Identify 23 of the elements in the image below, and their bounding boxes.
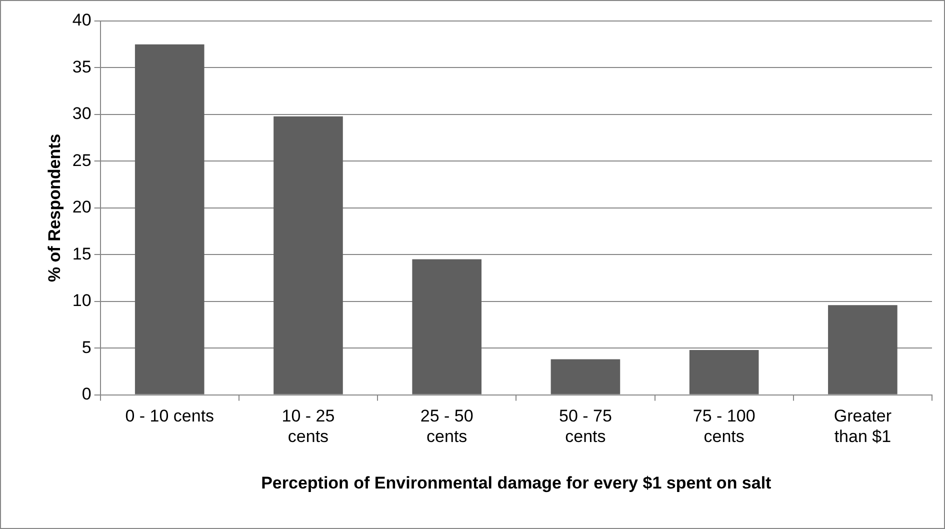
x-tick-label: 0 - 10 cents [125, 406, 214, 426]
y-tick-label: 20 [72, 198, 92, 217]
bar [412, 259, 482, 394]
y-tick-label: 0 [82, 384, 92, 404]
y-tick-label: 35 [72, 57, 92, 76]
x-tick-label: Greater than $1 [834, 406, 892, 446]
bar [134, 44, 204, 394]
bar [274, 116, 343, 394]
x-tick-label: 50 - 75 cents [558, 406, 612, 446]
y-axis-title: % of Respondents [44, 134, 64, 282]
y-tick-label: 5 [82, 338, 92, 357]
y-tick-label: 30 [72, 104, 92, 124]
x-tick-label: 75 - 100 cents [692, 406, 756, 446]
x-tick-label: 10 - 25 cents [282, 406, 335, 446]
x-tick-label: 25 - 50 cents [420, 406, 474, 446]
y-tick-label: 10 [72, 291, 92, 310]
bar [828, 305, 898, 394]
y-tick-label: 40 [72, 10, 92, 30]
bar [550, 359, 620, 394]
y-tick-label: 15 [72, 244, 92, 264]
y-tick-label: 25 [72, 150, 92, 170]
x-axis-title: Perception of Environmental damage for every $1 spent on salt [261, 473, 772, 492]
bar [689, 350, 759, 394]
